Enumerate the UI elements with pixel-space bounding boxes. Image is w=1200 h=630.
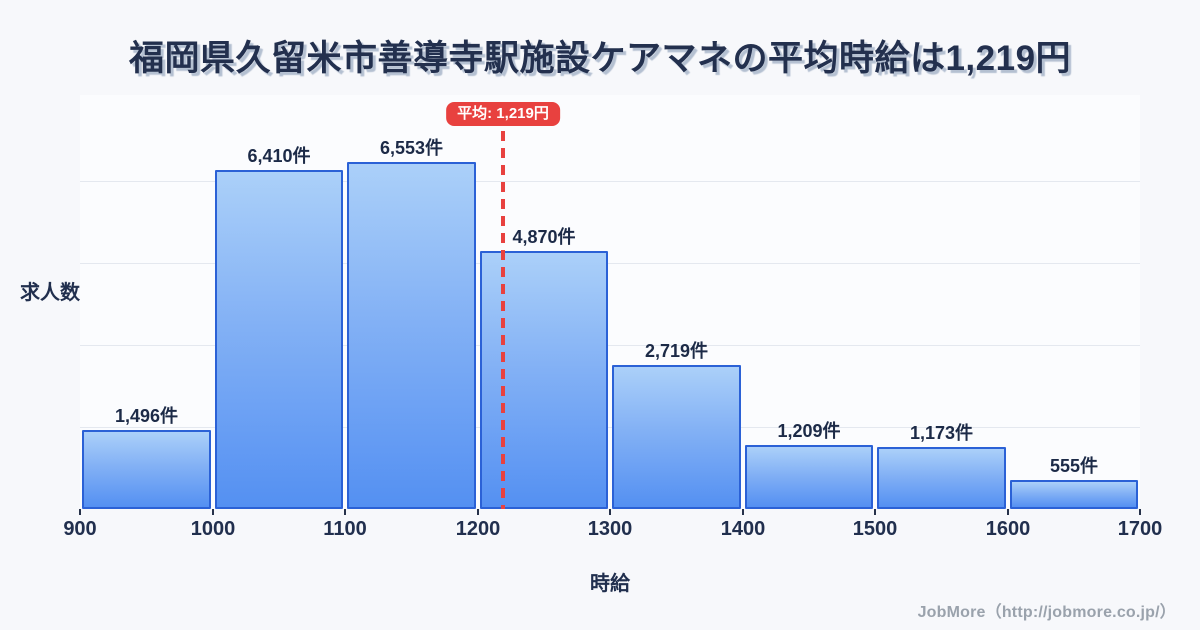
x-axis-tick (609, 509, 611, 515)
x-axis-tick (212, 509, 214, 515)
x-axis-label: 時給 (590, 573, 630, 595)
bar-value-label: 1,209件 (777, 421, 841, 441)
histogram-bar (612, 365, 741, 509)
chart-title: 福岡県久留米市善導寺駅施設ケアマネの平均時給は1,219円 (128, 39, 1072, 78)
x-axis-tick-label: 1100 (323, 518, 367, 540)
histogram-bar (1010, 480, 1138, 509)
x-axis-tick-label: 1000 (190, 518, 236, 540)
histogram-bar (745, 445, 873, 509)
histogram-bar (82, 430, 211, 509)
bar-value-label: 1,496件 (114, 406, 179, 426)
bar-value-label: 4,870件 (512, 227, 576, 247)
x-axis-tick (1007, 509, 1009, 515)
bar-value-label: 6,553件 (379, 138, 444, 158)
x-axis-tick-label: 1300 (587, 518, 633, 540)
x-axis-tick (79, 509, 81, 515)
bar-value-label: 6,410件 (247, 146, 311, 166)
bar-value-label: 2,719件 (644, 341, 709, 361)
plot-area: 1,496件 6,410件 6,553件 4,870件 2,719件 1,209件 1,17… (80, 95, 1140, 509)
x-axis-tick (742, 509, 744, 515)
x-axis-tick-label: 1600 (985, 518, 1031, 540)
bar-value-label: 1,173件 (909, 423, 974, 443)
x-axis-tick-label: 900 (63, 518, 97, 540)
y-axis-label: 求人数 (20, 282, 80, 304)
x-axis-tick (874, 509, 876, 515)
x-axis-tick-label: 1500 (852, 518, 898, 540)
gridline (80, 427, 1140, 428)
x-axis-tick-label: 1700 (1117, 518, 1163, 540)
gridline (80, 345, 1140, 346)
x-axis-tick-label: 1200 (455, 518, 501, 540)
x-axis-tick-label: 1400 (720, 518, 766, 540)
credit-footer: JobMore（http://jobmore.co.jp/） (917, 604, 1176, 621)
histogram-bar (347, 162, 476, 509)
x-axis-tick (344, 509, 346, 515)
gridline (80, 181, 1140, 182)
histogram-bar (480, 251, 608, 509)
x-axis-tick (477, 509, 479, 515)
bar-value-label: 555件 (1049, 456, 1099, 476)
gridline (80, 263, 1140, 264)
average-badge: 平均: 1,219円 (446, 102, 560, 126)
x-axis-tick (1139, 509, 1141, 515)
histogram-bar (215, 170, 343, 509)
average-line (501, 131, 505, 509)
histogram-bar (877, 447, 1006, 509)
